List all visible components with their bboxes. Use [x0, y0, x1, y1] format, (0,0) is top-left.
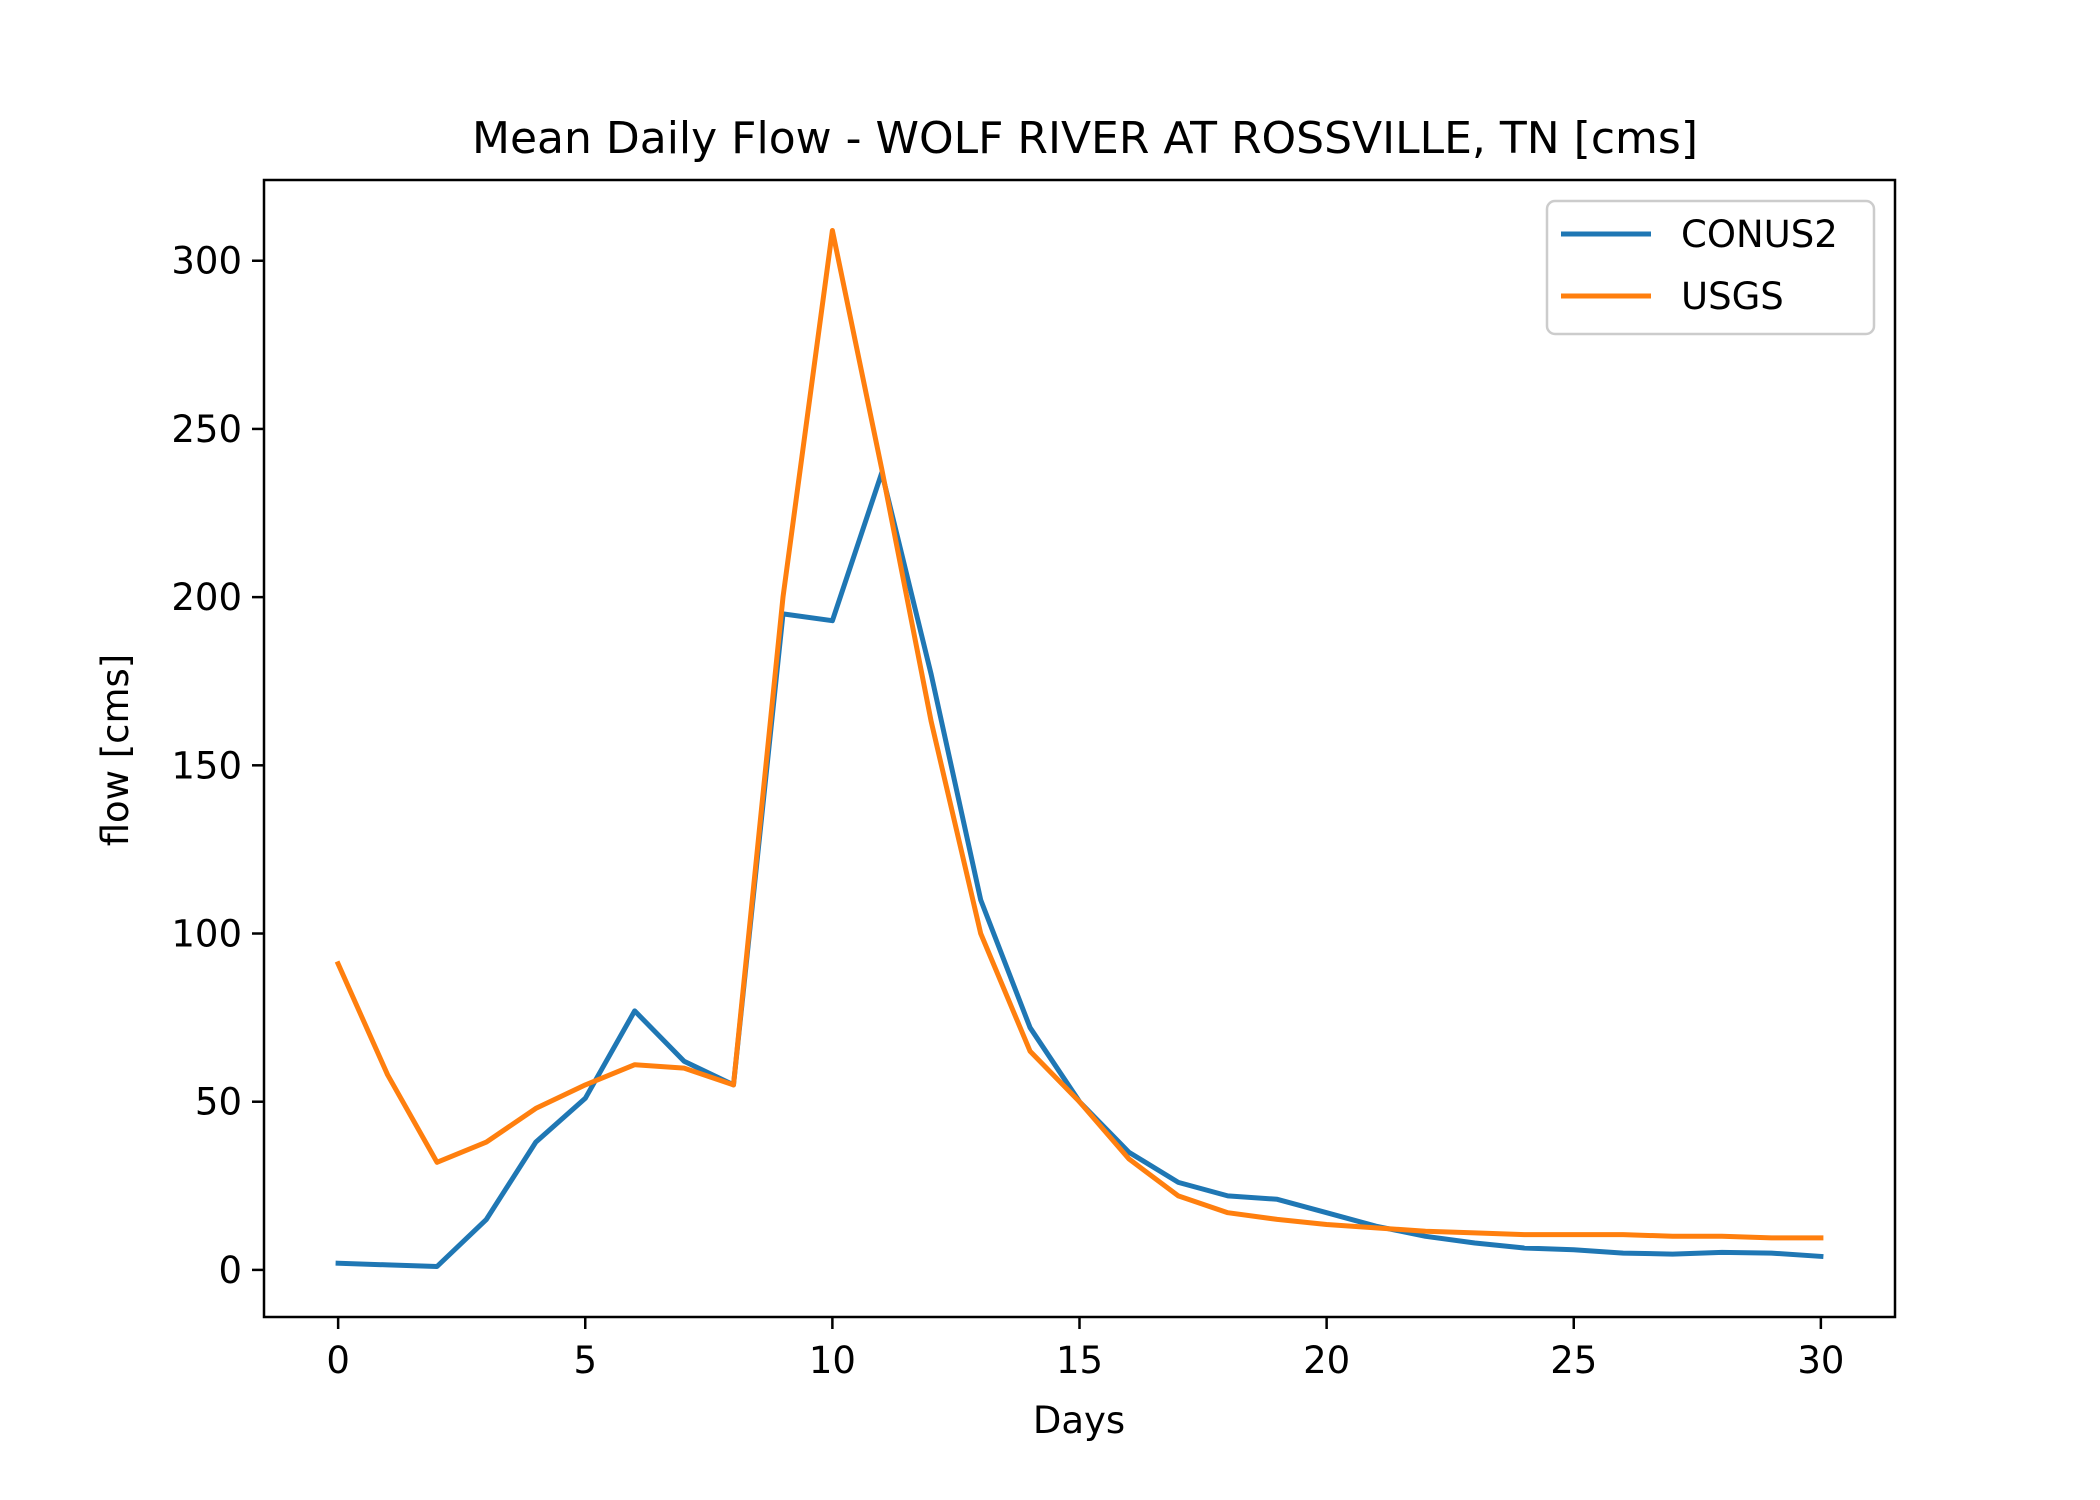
series-line-usgs: [334, 228, 1824, 1241]
chart-title: Mean Daily Flow - WOLF RIVER AT ROSSVILL…: [472, 113, 1698, 164]
x-tick-label-0: 0: [326, 1339, 350, 1382]
x-tick-label-5: 5: [573, 1339, 597, 1382]
y-tick-label-300: 300: [171, 240, 242, 283]
x-tick-label-25: 25: [1550, 1339, 1597, 1382]
y-tick-label-100: 100: [171, 913, 242, 956]
x-axis-label: Days: [1033, 1399, 1125, 1442]
y-tick-label-150: 150: [171, 744, 242, 787]
y-tick-label-250: 250: [171, 408, 242, 451]
x-tick-label-15: 15: [1056, 1339, 1103, 1382]
y-tick-label-200: 200: [171, 576, 242, 619]
x-tick-label-30: 30: [1797, 1339, 1844, 1382]
y-axis: 0 50 100 150 200 250 300: [171, 240, 264, 1292]
plot-area: [334, 228, 1824, 1269]
legend: CONUS2 USGS: [1545, 199, 1876, 336]
y-axis-label: flow [cms]: [94, 654, 137, 847]
legend-label-conus2: CONUS2: [1681, 213, 1838, 256]
legend-label-usgs: USGS: [1681, 275, 1784, 318]
y-tick-label-0: 0: [218, 1249, 242, 1292]
x-tick-label-20: 20: [1303, 1339, 1350, 1382]
x-axis: 0 5 10 15 20 25 30: [326, 1317, 1844, 1382]
y-tick-label-50: 50: [195, 1081, 242, 1124]
x-tick-label-10: 10: [809, 1339, 856, 1382]
